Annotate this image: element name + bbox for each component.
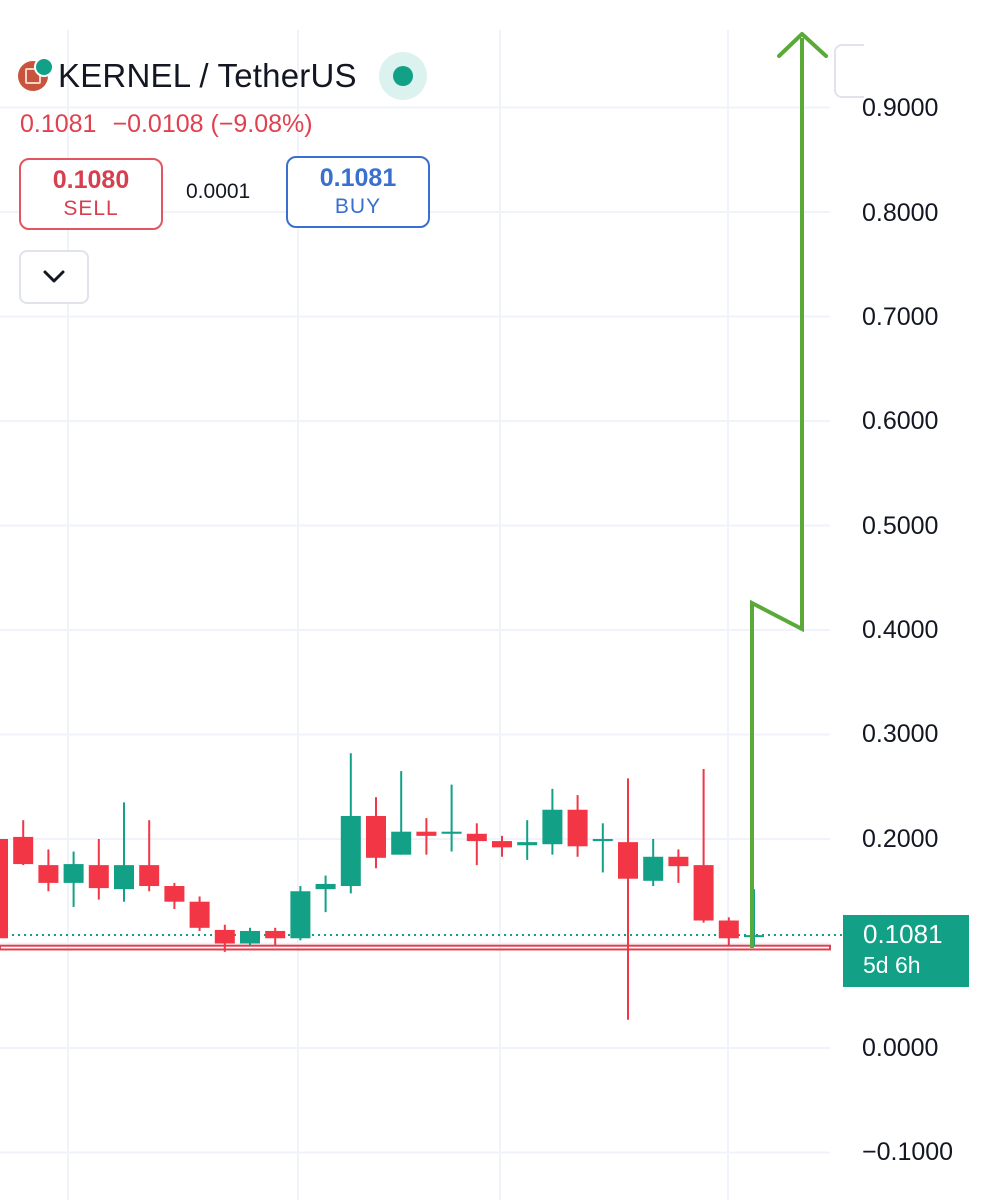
candle-body <box>240 930 260 944</box>
candle-body <box>441 831 462 834</box>
y-tick-label: 0.2000 <box>862 825 939 853</box>
sell-price: 0.1080 <box>52 166 130 194</box>
candle-body <box>265 930 286 939</box>
candle-body <box>567 809 588 847</box>
candle-body <box>618 842 638 879</box>
symbol-title[interactable]: KERNEL / TetherUS <box>58 57 357 94</box>
candle-body <box>139 865 160 887</box>
support-zone <box>0 944 831 951</box>
annotation-arrow-line <box>750 38 804 948</box>
candle-body <box>718 920 739 939</box>
last-price-axis-label: 0.1081 5d 6h <box>843 915 969 987</box>
market-open-dot-icon[interactable] <box>378 52 427 100</box>
buy-button[interactable]: 0.1081 BUY <box>286 156 430 228</box>
annotation-arrow-head <box>777 32 828 58</box>
candle-body <box>38 865 59 883</box>
kernel-coin-logo <box>18 57 54 91</box>
candle-body <box>315 883 336 890</box>
y-tick-label: −0.1000 <box>862 1138 954 1166</box>
candle-body <box>668 856 689 867</box>
candle-body <box>114 865 134 890</box>
symbol-header: KERNEL / TetherUS <box>18 52 427 100</box>
candle-body <box>366 816 386 858</box>
y-tick-label: 0.6000 <box>862 407 939 435</box>
y-tick-label: 0.4000 <box>862 616 939 644</box>
y-tick-label: 0.3000 <box>862 720 939 748</box>
spread-value: 0.0001 <box>186 180 251 203</box>
y-tick-label: 0.7000 <box>862 303 939 331</box>
candle-body <box>189 901 210 928</box>
collapse-button[interactable] <box>19 250 89 304</box>
price-change-row: 0.1081 −0.0108 (−9.08%) <box>20 110 313 139</box>
candle-body <box>88 865 109 889</box>
price-change: −0.0108 (−9.08%) <box>112 110 313 138</box>
sell-button[interactable]: 0.1080 SELL <box>19 158 163 230</box>
candle-body <box>592 839 613 842</box>
y-tick-label: 0.5000 <box>862 512 939 540</box>
last-price: 0.1081 <box>20 110 97 138</box>
chevron-down-icon <box>43 270 65 283</box>
buy-label: BUY <box>334 195 382 218</box>
bar-close-countdown: 5d 6h <box>863 952 921 978</box>
y-tick-label: 0.8000 <box>862 199 939 227</box>
candle-body <box>416 831 437 836</box>
y-tick-label: 0.9000 <box>862 94 939 122</box>
candle-body <box>517 842 538 846</box>
buy-price: 0.1081 <box>319 164 397 192</box>
candle-body <box>340 816 361 887</box>
y-tick-label: 0.0000 <box>862 1034 939 1062</box>
candle-body <box>693 865 714 921</box>
candle-body <box>542 809 563 845</box>
candle-body <box>290 891 311 939</box>
candle-body <box>466 833 487 842</box>
candle-body <box>214 929 235 944</box>
candle-body <box>164 886 185 902</box>
candle-body <box>391 831 412 855</box>
candle-body <box>643 856 664 881</box>
candle-body <box>0 839 8 939</box>
candle-body <box>492 841 512 848</box>
candle-body <box>63 864 84 883</box>
axis-label-price: 0.1081 <box>863 919 943 949</box>
candle-body <box>13 836 34 865</box>
chart-side-button[interactable] <box>834 44 864 98</box>
sell-label: SELL <box>63 197 119 220</box>
